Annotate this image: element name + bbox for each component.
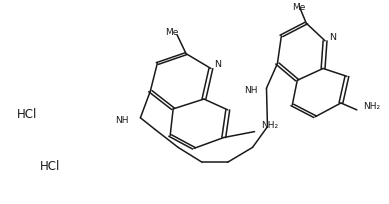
- Text: N: N: [214, 60, 221, 69]
- Text: N: N: [329, 33, 336, 42]
- Text: Me: Me: [293, 3, 306, 12]
- Text: HCl: HCl: [40, 160, 60, 173]
- Text: Me: Me: [165, 28, 179, 38]
- Text: NH: NH: [115, 116, 128, 125]
- Text: NH₂: NH₂: [363, 102, 380, 111]
- Text: NH: NH: [244, 86, 258, 95]
- Text: NH₂: NH₂: [261, 121, 279, 130]
- Text: HCl: HCl: [17, 108, 37, 121]
